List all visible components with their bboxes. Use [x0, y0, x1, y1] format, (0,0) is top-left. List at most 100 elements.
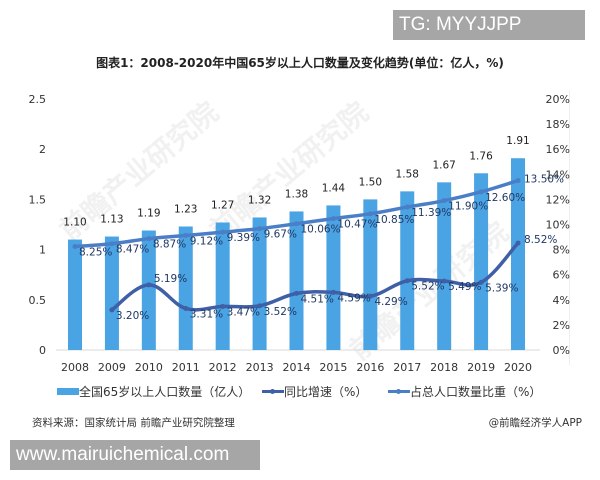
- left-axis-tick: 0.5: [29, 294, 47, 307]
- right-axis-tick: 4%: [553, 294, 570, 307]
- share-marker: [72, 243, 78, 249]
- growth-marker: [404, 278, 410, 284]
- right-axis-tick: 12%: [546, 193, 570, 206]
- bar-value-label: 1.67: [432, 159, 455, 171]
- left-axis-tick: 0: [39, 344, 46, 357]
- right-axis-tick: 20%: [546, 93, 570, 106]
- growth-value-label: 4.51%: [301, 293, 334, 305]
- share-value-label: 9.12%: [190, 236, 223, 248]
- bar-series-population: [68, 158, 525, 350]
- share-marker: [183, 233, 189, 239]
- chart-frame-edge: [569, 90, 570, 365]
- bar-value-label: 1.19: [137, 208, 160, 220]
- x-axis-tick: 2012: [209, 361, 237, 374]
- chart-title: 图表1：2008-2020年中国65岁以上人口数量及变化趋势(单位：亿人，%): [96, 56, 504, 70]
- growth-marker: [109, 307, 115, 313]
- right-axis: 0% 2% 4% 6% 8% 10% 12% 14% 16% 18% 20%: [546, 93, 570, 357]
- share-marker: [367, 211, 373, 217]
- bar: [68, 239, 82, 350]
- share-marker: [404, 204, 410, 210]
- bar: [178, 226, 193, 350]
- line-markers: [72, 178, 521, 313]
- share-marker: [515, 178, 521, 184]
- growth-value-label: 5.52%: [411, 281, 444, 293]
- bar-value-label: 1.27: [211, 199, 234, 211]
- growth-value-label: 4.59%: [337, 292, 370, 304]
- legend-bar-swatch: [57, 388, 79, 395]
- bar: [104, 236, 119, 350]
- share-value-label: 9.39%: [227, 232, 260, 244]
- growth-value-label: 5.39%: [485, 282, 518, 294]
- growth-marker: [183, 305, 189, 311]
- bottom-url-badge: www.mairuichemical.com: [10, 440, 260, 470]
- growth-marker: [515, 240, 521, 246]
- share-value-label: 10.47%: [337, 219, 377, 231]
- share-marker: [220, 229, 226, 235]
- bar-value-label: 1.50: [359, 176, 382, 188]
- x-axis-tick: 2020: [504, 361, 532, 374]
- bar: [400, 191, 415, 350]
- legend-item-population: 全国65岁以上人口数量（亿人）: [57, 383, 250, 400]
- bar: [141, 230, 156, 350]
- growth-marker: [294, 290, 299, 296]
- left-axis-tick: 1: [39, 244, 46, 257]
- bar-value-label: 1.58: [396, 168, 419, 180]
- bar: [437, 182, 452, 350]
- right-axis-tick: 14%: [546, 168, 570, 181]
- x-axis-tick: 2019: [467, 361, 495, 374]
- bar-value-label: 1.13: [100, 214, 123, 226]
- share-marker: [257, 226, 263, 232]
- left-axis-tick: 1.5: [29, 193, 47, 206]
- legend-label-population: 全国65岁以上人口数量（亿人）: [79, 385, 251, 399]
- legend-label-share: 占总人口数量比重（%）: [410, 385, 542, 399]
- right-axis-tick: 18%: [546, 118, 570, 131]
- right-axis-tick: 16%: [546, 143, 570, 156]
- bar-value-label: 1.10: [63, 217, 86, 229]
- growth-value-label: 3.52%: [264, 306, 297, 318]
- bar-value-label: 1.38: [285, 188, 308, 200]
- growth-marker: [220, 303, 226, 309]
- share-value-label: 8.87%: [153, 239, 186, 251]
- share-value-label: 8.25%: [79, 246, 112, 258]
- share-value-label: 11.39%: [411, 207, 451, 219]
- bar: [326, 205, 341, 350]
- growth-value-label: 3.31%: [190, 308, 223, 320]
- right-axis-tick: 2%: [553, 319, 570, 332]
- x-axis-tick: 2016: [356, 361, 384, 374]
- share-value-label: 9.67%: [264, 229, 297, 241]
- bar: [252, 217, 267, 350]
- legend-line-swatch-share: [388, 389, 410, 394]
- left-axis: 0 0.5 1 1.5 2 2.5: [29, 93, 47, 357]
- share-value-label: 13.50%: [524, 174, 564, 186]
- top-watermark-badge: TG: MYYJJPP: [393, 10, 585, 40]
- bar: [215, 222, 230, 350]
- share-marker: [294, 221, 299, 227]
- x-axis-tick: 2018: [430, 361, 458, 374]
- share-marker: [441, 198, 447, 204]
- share-marker: [330, 216, 336, 222]
- growth-value-label: 5.19%: [154, 273, 187, 285]
- x-axis-tick: 2010: [135, 361, 163, 374]
- legend-item-growth: 同比增速（%）: [262, 383, 367, 400]
- growth-marker: [367, 293, 373, 299]
- bar-value-label: 1.32: [248, 194, 271, 206]
- share-value-label: 12.60%: [485, 192, 525, 204]
- line-value-labels: 8.25% 8.47% 8.87% 9.12% 9.39% 9.67% 10.06%10.4…: [79, 174, 564, 322]
- share-marker: [146, 236, 152, 242]
- right-axis-tick: 6%: [553, 269, 570, 282]
- chart-legend: 全国65岁以上人口数量（亿人） 同比增速（%） 占总人口数量比重（%）: [0, 383, 600, 403]
- share-value-label: 11.90%: [448, 201, 488, 213]
- bar: [511, 158, 525, 350]
- share-marker: [109, 241, 115, 247]
- legend-label-growth: 同比增速（%）: [284, 385, 368, 399]
- x-axis-tick: 2011: [172, 361, 200, 374]
- bar: [363, 199, 378, 350]
- share-value-label: 10.85%: [374, 214, 414, 226]
- right-axis-tick: 0%: [553, 344, 570, 357]
- growth-value-label: 8.52%: [524, 234, 557, 246]
- legend-line-swatch-growth: [262, 389, 284, 394]
- right-axis-tick: 10%: [546, 219, 570, 232]
- bar: [289, 211, 304, 350]
- bar-value-label: 1.44: [322, 182, 346, 194]
- growth-marker: [330, 289, 336, 295]
